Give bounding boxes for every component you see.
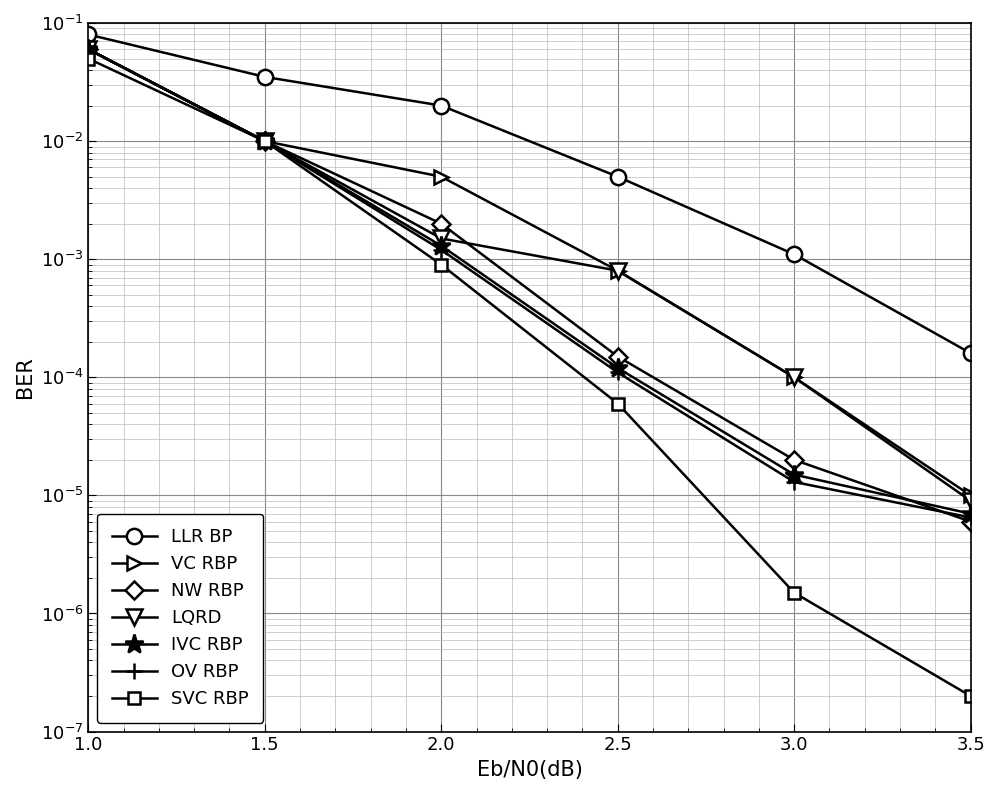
LQRD — [612, 266, 624, 275]
NW RBP — [82, 45, 94, 54]
LQRD — [82, 45, 94, 54]
Line: LQRD: LQRD — [80, 41, 979, 509]
LLR BP — [259, 72, 271, 82]
VC RBP — [259, 137, 271, 146]
Line: VC RBP: VC RBP — [81, 42, 978, 502]
VC RBP — [435, 172, 447, 181]
LLR BP — [612, 172, 624, 181]
LQRD — [788, 373, 800, 382]
SVC RBP — [965, 692, 977, 701]
SVC RBP — [259, 137, 271, 146]
Legend: LLR BP, VC RBP, NW RBP, LQRD, IVC RBP, OV RBP, SVC RBP: LLR BP, VC RBP, NW RBP, LQRD, IVC RBP, O… — [97, 514, 263, 723]
Y-axis label: BER: BER — [15, 356, 35, 398]
IVC RBP — [788, 470, 800, 479]
Line: SVC RBP: SVC RBP — [82, 52, 977, 702]
VC RBP — [82, 45, 94, 54]
VC RBP — [788, 373, 800, 382]
NW RBP — [965, 517, 977, 526]
VC RBP — [612, 266, 624, 275]
VC RBP — [965, 491, 977, 500]
LQRD — [965, 496, 977, 506]
SVC RBP — [82, 54, 94, 64]
IVC RBP — [259, 137, 271, 146]
OV RBP — [788, 477, 800, 487]
OV RBP — [82, 45, 94, 54]
Line: NW RBP: NW RBP — [82, 43, 977, 528]
IVC RBP — [435, 241, 447, 250]
OV RBP — [435, 245, 447, 254]
NW RBP — [435, 219, 447, 228]
LLR BP — [82, 29, 94, 39]
LLR BP — [435, 101, 447, 111]
LLR BP — [788, 250, 800, 259]
NW RBP — [259, 137, 271, 146]
SVC RBP — [612, 399, 624, 409]
IVC RBP — [965, 509, 977, 518]
Line: IVC RBP: IVC RBP — [79, 40, 980, 523]
X-axis label: Eb/N0(dB): Eb/N0(dB) — [477, 760, 582, 780]
Line: LLR BP: LLR BP — [81, 27, 978, 361]
LQRD — [259, 137, 271, 146]
OV RBP — [965, 513, 977, 522]
IVC RBP — [612, 363, 624, 373]
IVC RBP — [82, 45, 94, 54]
OV RBP — [259, 137, 271, 146]
OV RBP — [612, 367, 624, 377]
Line: OV RBP: OV RBP — [80, 41, 979, 525]
NW RBP — [612, 351, 624, 361]
NW RBP — [788, 455, 800, 464]
SVC RBP — [435, 260, 447, 270]
LQRD — [435, 234, 447, 243]
SVC RBP — [788, 588, 800, 598]
LLR BP — [965, 348, 977, 358]
